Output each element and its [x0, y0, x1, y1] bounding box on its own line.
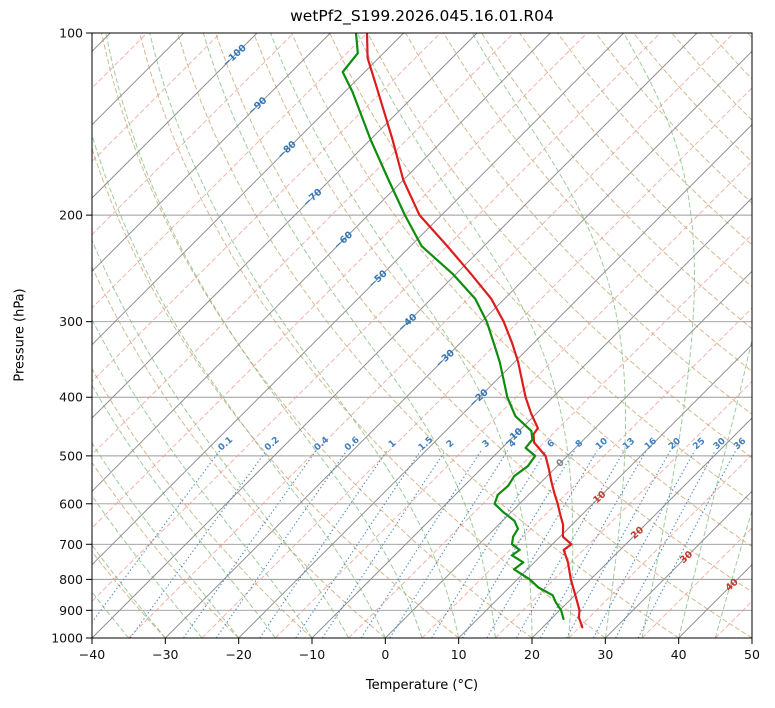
svg-text:−80: −80 [276, 139, 299, 162]
svg-text:−20: −20 [468, 387, 491, 410]
svg-text:900: 900 [59, 603, 83, 618]
svg-text:−30: −30 [434, 347, 457, 370]
svg-text:10: 10 [451, 647, 467, 662]
svg-text:1000: 1000 [51, 631, 83, 646]
mixing-ratio-labels: 0.1 0.2 0.4 0.6 1 1.5 2 3 4 6 8 10 13 16 20 25 30 36 [217, 435, 749, 453]
svg-text:−40: −40 [396, 311, 419, 334]
svg-text:36: 36 [732, 436, 748, 452]
svg-text:2: 2 [445, 438, 456, 450]
x-axis-label: Temperature (°C) [365, 678, 479, 693]
svg-text:100: 100 [59, 26, 83, 41]
profile-temperature [365, 33, 584, 629]
pressure-gridlines [92, 33, 752, 638]
svg-text:0: 0 [381, 647, 389, 662]
major-isotherms [92, 33, 752, 638]
svg-text:13: 13 [621, 436, 637, 452]
svg-text:700: 700 [59, 537, 83, 552]
profile-dewpoint [341, 33, 565, 620]
svg-text:800: 800 [59, 572, 83, 587]
svg-text:0.6: 0.6 [343, 435, 362, 453]
svg-text:30: 30 [597, 647, 613, 662]
svg-text:600: 600 [59, 496, 83, 511]
svg-text:40: 40 [671, 647, 687, 662]
svg-text:−50: −50 [366, 268, 389, 291]
svg-text:25: 25 [691, 436, 707, 452]
svg-text:1: 1 [387, 438, 398, 450]
svg-text:−40: −40 [79, 647, 105, 662]
svg-text:6: 6 [546, 438, 557, 450]
svg-text:300: 300 [59, 314, 83, 329]
svg-text:3: 3 [481, 438, 492, 450]
moist-adiabats [92, 33, 752, 638]
svg-text:8: 8 [574, 438, 585, 450]
svg-text:−90: −90 [246, 95, 269, 118]
svg-text:−60: −60 [332, 229, 355, 252]
dry-adiabats [92, 33, 752, 638]
svg-text:500: 500 [59, 448, 83, 463]
svg-text:30: 30 [712, 436, 728, 452]
svg-text:−20: −20 [225, 647, 251, 662]
svg-text:0.4: 0.4 [313, 435, 332, 453]
svg-text:50: 50 [744, 647, 760, 662]
svg-text:200: 200 [59, 208, 83, 223]
svg-text:20: 20 [524, 647, 540, 662]
svg-text:400: 400 [59, 390, 83, 405]
svg-text:−10: −10 [299, 647, 325, 662]
svg-text:−70: −70 [301, 186, 324, 209]
mixing-ratio-lines [92, 450, 737, 638]
chart-title: wetPf2_S199.2026.045.16.01.R04 [290, 7, 554, 25]
minor-isotherms [92, 33, 752, 638]
svg-text:4: 4 [507, 438, 518, 450]
axes-frame: −40 −30 −20 −10 0 10 20 30 40 5010020030040050060… [51, 26, 760, 663]
svg-text:−30: −30 [152, 647, 178, 662]
svg-text:−100: −100 [221, 42, 249, 69]
svg-text:16: 16 [643, 436, 659, 452]
